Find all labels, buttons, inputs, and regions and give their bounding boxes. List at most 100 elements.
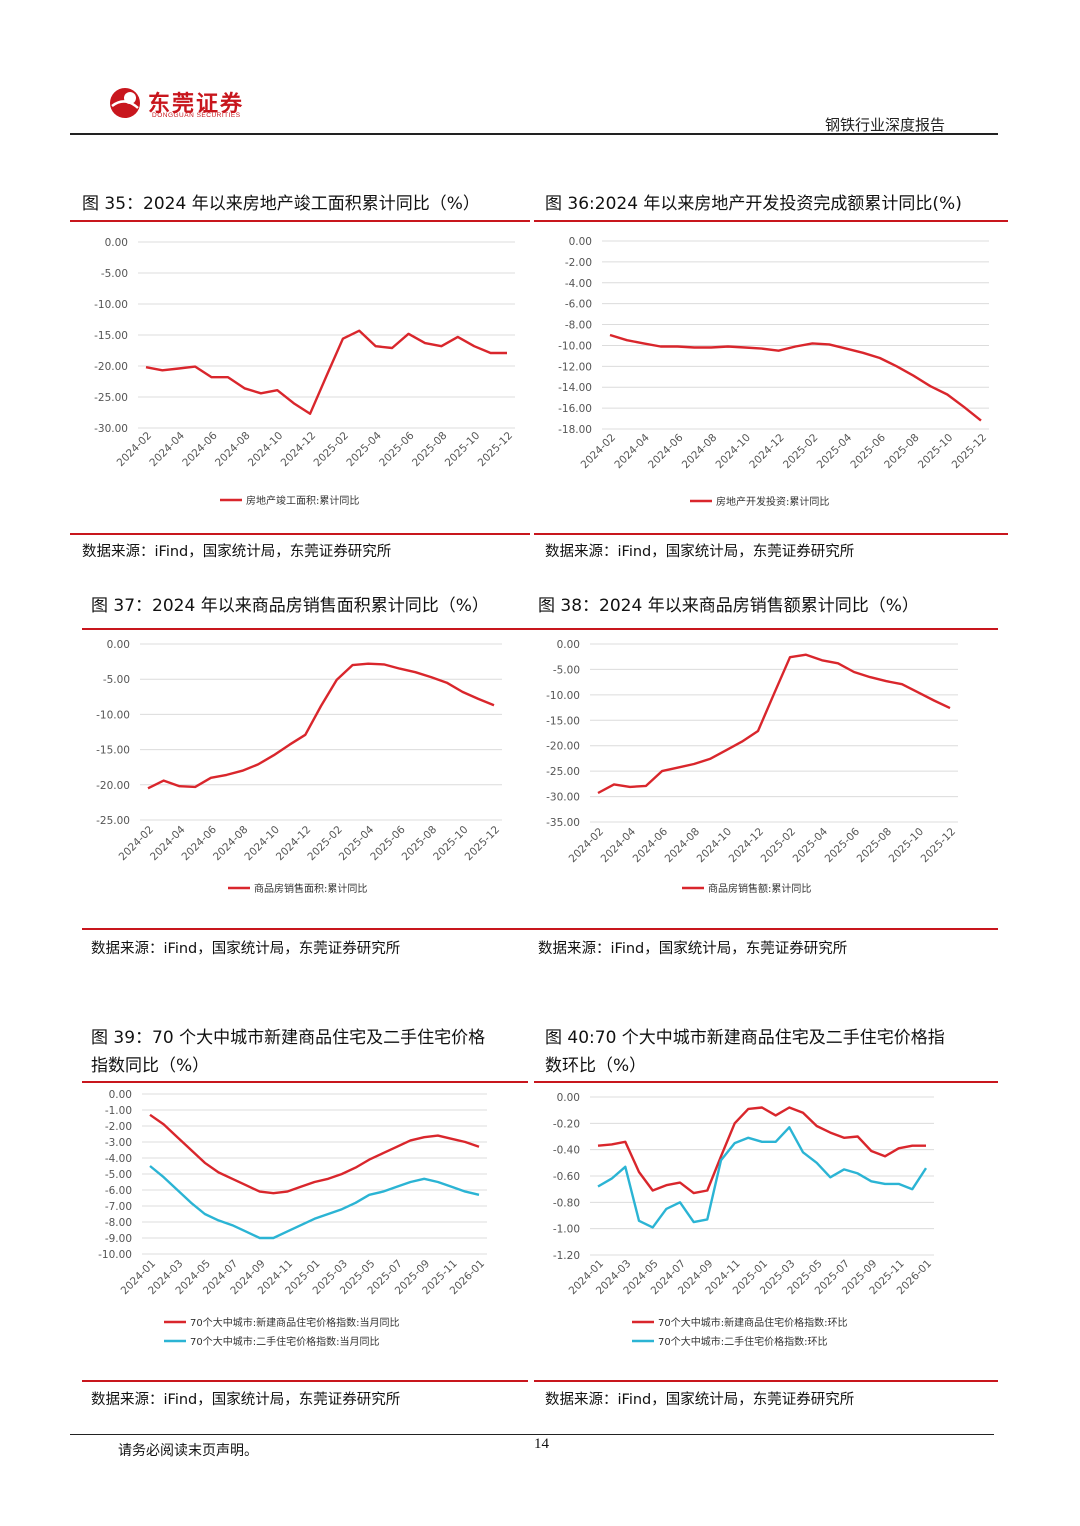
y-tick-label: -16.00 bbox=[558, 403, 592, 415]
x-tick-label: 2024-08 bbox=[680, 432, 720, 472]
legend-label: 70个大中城市:二手住宅价格指数:当月同比 bbox=[190, 1335, 379, 1348]
legend-label: 商品房销售额:累计同比 bbox=[708, 882, 811, 895]
figure-36-bottom-rule bbox=[534, 533, 1008, 535]
y-tick-label: -14.00 bbox=[558, 382, 592, 394]
figure-37-bottom-rule bbox=[82, 928, 528, 930]
y-tick-label: -1.20 bbox=[553, 1250, 580, 1262]
y-tick-label: 0.00 bbox=[107, 639, 130, 651]
x-tick-label: 2024-08 bbox=[213, 430, 253, 470]
figure-38-bottom-rule bbox=[528, 928, 998, 930]
series-line-1 bbox=[597, 1106, 926, 1195]
x-tick-label: 2024-10 bbox=[246, 430, 286, 470]
x-tick-label: 2024-12 bbox=[279, 430, 319, 470]
y-tick-label: -1.00 bbox=[553, 1224, 580, 1236]
y-tick-label: -0.40 bbox=[553, 1145, 580, 1157]
figure-39-title-line2: 指数同比（%） bbox=[91, 1056, 210, 1076]
y-tick-label: -8.00 bbox=[105, 1217, 132, 1229]
y-tick-label: -12.00 bbox=[558, 361, 592, 373]
y-tick-label: -18.00 bbox=[558, 424, 592, 436]
x-tick-label: 2025-04 bbox=[344, 429, 384, 469]
y-tick-label: -3.00 bbox=[105, 1137, 132, 1149]
y-tick-label: 0.00 bbox=[109, 1089, 132, 1101]
x-tick-label: 2025-12 bbox=[463, 824, 503, 864]
series-line-1 bbox=[597, 653, 951, 795]
y-tick-label: -9.00 bbox=[105, 1233, 132, 1245]
y-tick-label: -30.00 bbox=[546, 792, 580, 804]
series-line-2 bbox=[149, 1165, 480, 1240]
y-tick-label: -10.00 bbox=[98, 1249, 132, 1261]
series-line-1 bbox=[147, 662, 495, 790]
y-tick-label: -5.00 bbox=[103, 674, 130, 686]
figure-40-source: 数据来源：iFind，国家统计局，东莞证券研究所 bbox=[545, 1392, 855, 1408]
x-tick-label: 2025-06 bbox=[377, 429, 417, 469]
x-tick-label: 2024-04 bbox=[147, 429, 187, 469]
figure-40-bottom-rule bbox=[534, 1380, 998, 1382]
y-tick-label: -1.00 bbox=[105, 1105, 132, 1117]
figure-36-source: 数据来源：iFind，国家统计局，东莞证券研究所 bbox=[545, 544, 855, 560]
x-tick-label: 2025-08 bbox=[410, 430, 450, 470]
y-tick-label: -8.00 bbox=[565, 320, 592, 332]
y-tick-label: -0.20 bbox=[553, 1118, 580, 1130]
footer-disclaimer: 请务必阅读末页声明。 bbox=[118, 1443, 258, 1459]
figure-40-top-rule bbox=[534, 1081, 998, 1083]
y-tick-label: -6.00 bbox=[105, 1185, 132, 1197]
x-tick-label: 2025-12 bbox=[919, 826, 959, 866]
logo-subtitle: DONGGUAN SECURITIES bbox=[152, 112, 241, 119]
x-tick-label: 2025-02 bbox=[312, 430, 352, 470]
series-line-1 bbox=[149, 1113, 480, 1195]
y-tick-label: -7.00 bbox=[105, 1201, 132, 1213]
footer-divider bbox=[70, 1434, 994, 1435]
legend-label: 房地产竣工面积:累计同比 bbox=[246, 494, 359, 507]
figure-36-top-rule bbox=[534, 220, 1008, 222]
series-line-1 bbox=[609, 333, 982, 422]
chart-37: 0.00-5.00-10.00-15.00-20.00-25.002024-02… bbox=[96, 639, 503, 895]
series-line-2 bbox=[597, 1126, 928, 1229]
x-tick-label: 2024-10 bbox=[714, 432, 754, 472]
y-tick-label: -5.00 bbox=[553, 664, 580, 676]
y-tick-label: -10.00 bbox=[546, 690, 580, 702]
figure-35-top-rule bbox=[70, 220, 530, 222]
y-tick-label: -30.00 bbox=[94, 423, 128, 435]
x-tick-label: 2025-06 bbox=[848, 431, 888, 471]
x-tick-label: 2025-08 bbox=[882, 432, 922, 472]
figure-39-bottom-rule bbox=[82, 1380, 528, 1382]
figure-39-top-rule bbox=[82, 1081, 528, 1083]
y-tick-label: -25.00 bbox=[94, 392, 128, 404]
y-tick-label: -20.00 bbox=[546, 741, 580, 753]
y-tick-label: -10.00 bbox=[96, 709, 130, 721]
legend-label: 商品房销售面积:累计同比 bbox=[254, 882, 367, 895]
y-tick-label: -10.00 bbox=[94, 299, 128, 311]
x-tick-label: 2025-02 bbox=[781, 432, 821, 472]
x-tick-label: 2024-02 bbox=[579, 432, 619, 472]
x-tick-label: 2024-06 bbox=[646, 431, 686, 471]
y-tick-label: -15.00 bbox=[96, 745, 130, 757]
y-tick-label: -6.00 bbox=[565, 299, 592, 311]
chart-40: 0.00-0.20-0.40-0.60-0.80-1.00-1.202024-0… bbox=[553, 1092, 934, 1348]
y-tick-label: -5.00 bbox=[101, 268, 128, 280]
legend-label: 70个大中城市:二手住宅价格指数:环比 bbox=[658, 1335, 827, 1348]
y-tick-label: 0.00 bbox=[557, 639, 580, 651]
y-tick-label: -4.00 bbox=[105, 1153, 132, 1165]
logo: 东莞证券 DONGGUAN SECURITIES bbox=[108, 86, 248, 122]
figure-37-top-rule bbox=[82, 628, 528, 630]
figure-38-title: 图 38：2024 年以来商品房销售额累计同比（%） bbox=[538, 596, 919, 616]
figure-37-source: 数据来源：iFind，国家统计局，东莞证券研究所 bbox=[91, 941, 401, 957]
figure-36-title: 图 36:2024 年以来房地产开发投资完成额累计同比(%) bbox=[545, 194, 962, 214]
figure-37-title: 图 37：2024 年以来商品房销售面积累计同比（%） bbox=[91, 596, 489, 616]
y-tick-label: -10.00 bbox=[558, 340, 592, 352]
x-tick-label: 2025-04 bbox=[815, 431, 855, 471]
chart-36: 0.00 -2.00 -4.00 -6.00 -8.00 -10.00 -12.00 -14.… bbox=[558, 236, 989, 508]
x-tick-label: 2025-10 bbox=[916, 432, 956, 472]
y-tick-label: -25.00 bbox=[546, 766, 580, 778]
chart-39: 0.00 -1.00 -2.00 -3.00 -4.00 -5.00 -6.00 -7.00 -… bbox=[98, 1089, 487, 1348]
y-tick-label: -15.00 bbox=[94, 330, 128, 342]
y-tick-label: -20.00 bbox=[94, 361, 128, 373]
report-title: 钢铁行业深度报告 bbox=[825, 116, 946, 134]
x-tick-label: 2024-12 bbox=[747, 432, 787, 472]
figure-38-top-rule bbox=[528, 628, 998, 630]
x-tick-label: 2025-12 bbox=[476, 430, 516, 470]
legend-label: 70个大中城市:新建商品住宅价格指数:当月同比 bbox=[190, 1316, 399, 1329]
x-tick-label: 2024-02 bbox=[115, 430, 155, 470]
y-tick-label: 0.00 bbox=[557, 1092, 580, 1104]
logo-mark-icon bbox=[110, 88, 140, 118]
